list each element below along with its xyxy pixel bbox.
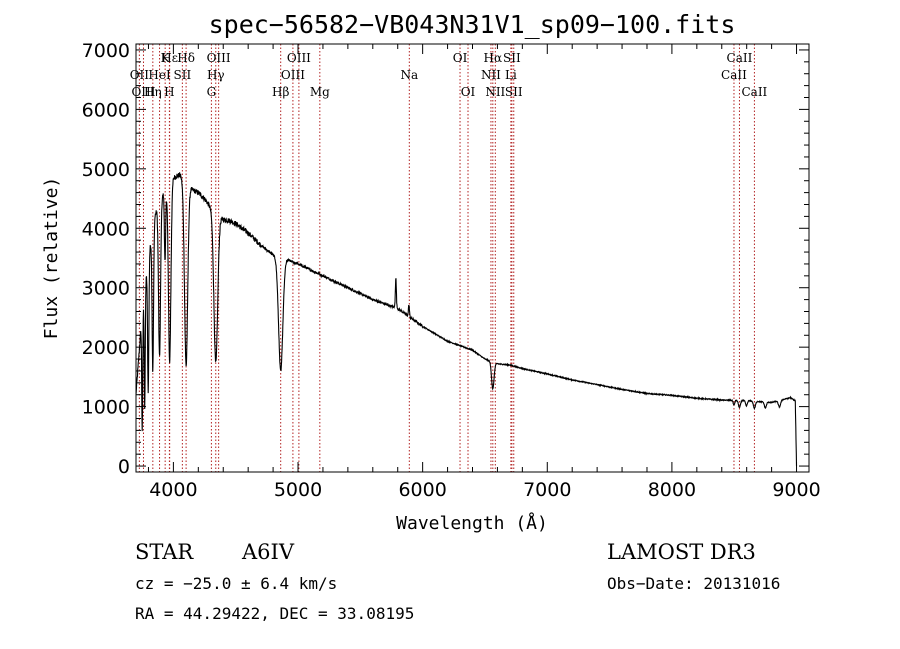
redshift-text: cz = −25.0 ± 6.4 km/s	[135, 574, 338, 593]
x-tick-label: 6000	[398, 479, 446, 501]
spectral-line-label: SII	[174, 68, 192, 82]
spectrum-chart: spec−56582−VB043N31V1_sp09−100.fits HεK H…	[41, 10, 821, 534]
y-tick-label: 6000	[82, 99, 130, 121]
y-axis-label: Flux (relative)	[41, 177, 62, 340]
y-tick-label: 4000	[82, 218, 130, 240]
y-tick-label: 3000	[82, 278, 130, 300]
spectrum-line	[135, 172, 798, 467]
y-axis-ticks: 0 1000 2000 3000 4000 5000 6000 7000	[82, 40, 809, 478]
coordinates-text: RA = 44.29422, DEC = 33.08195	[135, 604, 415, 623]
x-axis-ticks: 4000 5000 6000 7000 8000 9000	[147, 44, 821, 501]
spectral-line-label: SII	[505, 85, 523, 99]
y-tick-label: 7000	[82, 40, 130, 62]
x-tick-label: 9000	[772, 479, 820, 501]
spectral-line-label: Li	[505, 68, 517, 82]
spectral-line-label: Hδ	[177, 51, 195, 65]
survey-name: LAMOST DR3	[607, 540, 756, 564]
spectral-line-label: OIII	[287, 51, 311, 65]
spectral-line-label: OIII	[207, 51, 231, 65]
spectral-line-label: CaII	[741, 85, 767, 99]
spectral-line-label: Hη	[144, 85, 162, 99]
x-tick-label: 8000	[648, 479, 696, 501]
spectral-line-label: Hγ	[207, 68, 225, 82]
x-tick-label: 4000	[149, 479, 197, 501]
spectral-line-label: Mg	[310, 85, 330, 99]
spectral-line-label: OI	[453, 51, 468, 65]
spectral-line-label: OII	[130, 68, 150, 82]
spectral-line-label: Hα	[484, 51, 503, 65]
spectral-line-label: OI	[461, 85, 476, 99]
x-tick-label: 7000	[523, 479, 571, 501]
spectral-line-label: G	[207, 85, 217, 99]
spectral-line-label: HeI	[148, 68, 171, 82]
spectral-line-label: Hε	[161, 51, 178, 65]
y-tick-label: 0	[118, 456, 130, 478]
spectral-line-label: OIII	[131, 85, 155, 99]
obs-date: Obs−Date: 20131016	[607, 574, 781, 593]
chart-title: spec−56582−VB043N31V1_sp09−100.fits	[209, 10, 736, 39]
spectral-line-label: CaII	[721, 68, 747, 82]
spectral-line-label: NII	[481, 68, 501, 82]
y-tick-label: 5000	[82, 159, 130, 181]
object-subclass: A6IV	[242, 540, 294, 564]
spectral-line-label: SII	[503, 51, 521, 65]
spectral-line-label: Hβ	[272, 85, 289, 99]
x-tick-label: 5000	[274, 479, 322, 501]
spectral-line-label: NII	[485, 85, 505, 99]
spectral-line-label: CaII	[727, 51, 753, 65]
object-class: STAR	[135, 540, 194, 564]
spectral-line-label: Na	[400, 68, 418, 82]
spectral-line-label: H	[164, 85, 174, 99]
y-tick-label: 2000	[82, 337, 130, 359]
spectral-line-label: K	[161, 51, 171, 65]
x-axis-label: Wavelength (Å)	[396, 512, 548, 534]
y-tick-label: 1000	[82, 397, 130, 419]
plot-frame	[135, 43, 810, 473]
spectral-line-label: OIII	[281, 68, 305, 82]
spectral-line-markers	[138, 44, 755, 472]
